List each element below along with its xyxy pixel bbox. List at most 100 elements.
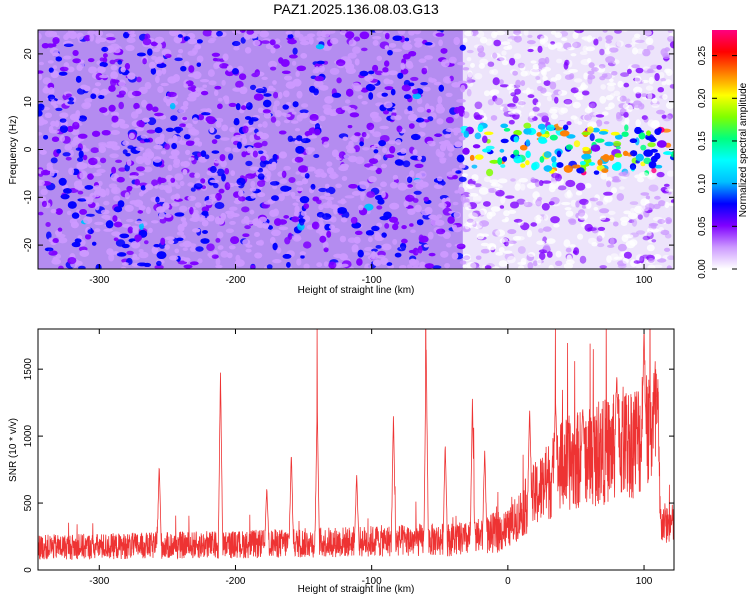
heatmap-cell (56, 99, 64, 105)
heatmap-cell (250, 265, 256, 269)
heatmap-cell (620, 220, 628, 226)
heatmap-cell (452, 127, 462, 134)
heatmap-cell (407, 110, 414, 115)
heatmap-cell (472, 30, 479, 34)
heatmap-cell (351, 135, 356, 142)
spectrogram-x-label: Height of straight line (km) (298, 285, 415, 296)
heatmap-cell (375, 245, 382, 249)
heatmap-cell (581, 90, 590, 96)
heatmap-cell (645, 37, 654, 45)
heatmap-cell (461, 173, 468, 178)
heatmap-cell (623, 251, 632, 259)
heatmap-cell (616, 40, 624, 47)
heatmap-cell (556, 150, 562, 158)
heatmap-cell (176, 231, 185, 236)
heatmap-cell (50, 120, 56, 127)
heatmap-cell (323, 247, 329, 253)
heatmap-cell (232, 147, 241, 153)
spectrogram-y-tick-label: -10 (23, 190, 34, 205)
heatmap-cell (595, 114, 605, 118)
heatmap-cell (381, 163, 387, 169)
spectrogram-y-tick-label: -20 (23, 237, 34, 252)
heatmap-cell (156, 206, 166, 213)
heatmap-cell (536, 132, 542, 137)
heatmap-cell (642, 48, 651, 57)
heatmap-cell (593, 38, 599, 46)
heatmap-cell (408, 258, 417, 266)
heatmap-cell (546, 124, 555, 132)
heatmap-cell (547, 42, 557, 50)
heatmap-cell (432, 216, 440, 221)
heatmap-cell (329, 204, 339, 209)
heatmap-cell (300, 40, 310, 46)
heatmap-cell (303, 203, 310, 210)
heatmap-cell (607, 84, 615, 92)
heatmap-cell (192, 71, 202, 80)
heatmap-cell (257, 150, 264, 155)
heatmap-cell (51, 136, 60, 142)
heatmap-cell (215, 258, 221, 266)
heatmap-cell (411, 133, 421, 141)
heatmap-cell (239, 86, 248, 95)
heatmap-cell (642, 30, 652, 36)
spectrogram-x-tick-label: -200 (225, 275, 245, 286)
heatmap-cell (44, 247, 54, 252)
heatmap-cell (643, 149, 653, 157)
heatmap-cell (310, 183, 316, 190)
heatmap-cell (338, 165, 349, 172)
heatmap-cell (205, 116, 214, 123)
heatmap-cell (68, 167, 75, 175)
heatmap-cell (458, 176, 467, 182)
heatmap-cell (106, 141, 115, 145)
heatmap-cell (82, 163, 88, 169)
heatmap-cell (270, 116, 277, 123)
heatmap-cell (640, 144, 647, 151)
heatmap-cell (83, 85, 91, 92)
heatmap-cell (602, 30, 608, 33)
heatmap-cell (388, 43, 397, 48)
heatmap-cell (431, 265, 442, 269)
heatmap-cell (629, 138, 638, 143)
heatmap-cell (263, 112, 271, 119)
heatmap-cell (499, 79, 504, 85)
heatmap-cell (555, 250, 562, 258)
heatmap-cell (623, 82, 630, 88)
heatmap-cell (377, 198, 385, 205)
heatmap-cell (55, 56, 62, 62)
heatmap-cell (600, 155, 609, 160)
heatmap-cell (74, 184, 85, 190)
heatmap-cell (278, 219, 287, 225)
heatmap-cell (179, 123, 187, 128)
heatmap-cell (159, 218, 167, 224)
heatmap-cell (590, 144, 601, 152)
heatmap-cell (46, 231, 52, 240)
heatmap-cell (631, 218, 638, 227)
heatmap-cell (428, 252, 436, 257)
heatmap-cell (508, 57, 516, 66)
heatmap-cell (196, 62, 201, 67)
heatmap-cell (278, 226, 289, 231)
heatmap-cell (135, 235, 140, 243)
heatmap-cell (292, 47, 298, 55)
heatmap-cell (668, 202, 674, 207)
heatmap-cell (278, 130, 287, 135)
heatmap-cell (282, 104, 289, 110)
heatmap-cell (182, 100, 189, 107)
heatmap-cell (392, 238, 398, 245)
heatmap-cell (299, 112, 309, 119)
heatmap-cell (415, 173, 422, 179)
heatmap-cell (404, 109, 409, 115)
heatmap-cell (619, 186, 625, 190)
colorbar: 0.00 0.05 0.10 0.15 0.20 0.25 Normalized spec… (697, 30, 749, 279)
heatmap-cell (124, 204, 134, 212)
heatmap-cell (354, 156, 365, 165)
heatmap-cell (515, 79, 521, 88)
heatmap-cell (623, 210, 632, 215)
heatmap-cell (544, 56, 550, 65)
heatmap-cell (257, 180, 266, 188)
heatmap-cell (663, 183, 670, 187)
heatmap-cell (170, 115, 178, 121)
heatmap-cell (126, 218, 134, 223)
heatmap-cell (245, 248, 252, 253)
heatmap-cell (318, 65, 325, 73)
